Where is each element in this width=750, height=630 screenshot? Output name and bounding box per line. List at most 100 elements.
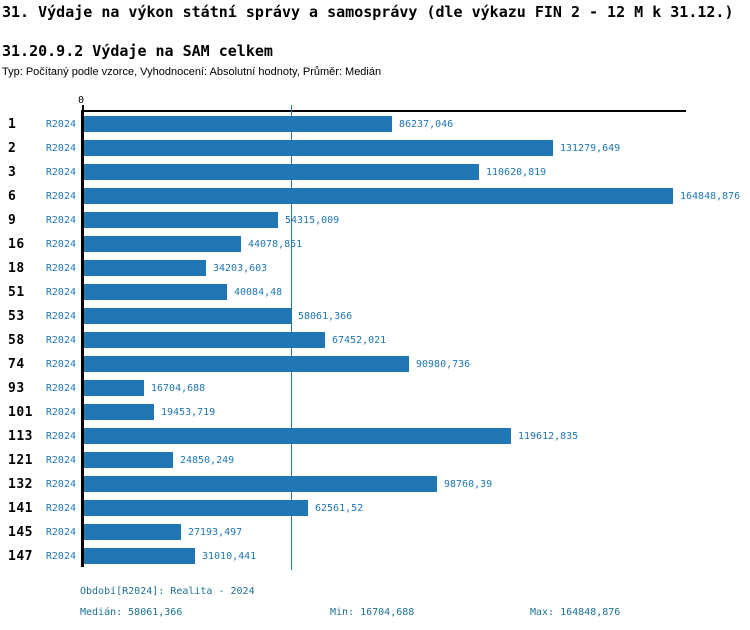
bar [84, 116, 392, 132]
footer-period-label: Období[R2024]: Realita - 2024 [80, 586, 255, 597]
bar [84, 212, 278, 228]
bar [84, 284, 227, 300]
bar-value-label: 27193,497 [188, 527, 243, 538]
row-category-label: 6 [8, 189, 17, 204]
row-series-label: R2024 [45, 551, 76, 562]
bar-value-label: 44078,851 [248, 239, 303, 250]
bar-row: 145 R2024 27193,497 [0, 520, 750, 544]
row-series-label: R2024 [45, 119, 76, 130]
row-category-label: 18 [8, 261, 25, 276]
row-category-label: 2 [8, 141, 17, 156]
bar-row: 18 R2024 34203,603 [0, 256, 750, 280]
bar-value-label: 62561,52 [315, 503, 364, 514]
bar-value-label: 34203,603 [213, 263, 268, 274]
bar-value-label: 119612,835 [518, 431, 579, 442]
bar-value-label: 90980,736 [416, 359, 471, 370]
bar-row: 113 R2024 119612,835 [0, 424, 750, 448]
page-title: 31. Výdaje na výkon státní správy a samo… [2, 3, 734, 21]
row-series-label: R2024 [45, 383, 76, 394]
bar-row: 53 R2024 58061,366 [0, 304, 750, 328]
bar-value-label: 164848,876 [680, 191, 741, 202]
row-series-label: R2024 [45, 287, 76, 298]
bar-row: 121 R2024 24850,249 [0, 448, 750, 472]
row-series-label: R2024 [45, 239, 76, 250]
bar-value-label: 58061,366 [298, 311, 353, 322]
row-category-label: 3 [8, 165, 17, 180]
row-series-label: R2024 [45, 479, 76, 490]
bar-row: 132 R2024 98760,39 [0, 472, 750, 496]
row-series-label: R2024 [45, 503, 76, 514]
x-axis-tick-mark [82, 105, 84, 112]
bar [84, 188, 673, 204]
bar [84, 476, 437, 492]
bar [84, 164, 479, 180]
bar-value-label: 19453,719 [161, 407, 216, 418]
bar [84, 404, 154, 420]
bar-value-label: 40084,48 [234, 287, 283, 298]
bar [84, 428, 511, 444]
bar-row: 101 R2024 19453,719 [0, 400, 750, 424]
row-series-label: R2024 [45, 311, 76, 322]
row-category-label: 93 [8, 381, 25, 396]
row-series-label: R2024 [45, 455, 76, 466]
row-category-label: 121 [8, 453, 33, 468]
row-series-label: R2024 [45, 215, 76, 226]
bar [84, 140, 553, 156]
bar-value-label: 67452,021 [332, 335, 387, 346]
bar [84, 500, 308, 516]
bar-row: 58 R2024 67452,021 [0, 328, 750, 352]
row-series-label: R2024 [45, 191, 76, 202]
bar-row: 2 R2024 131279,649 [0, 136, 750, 160]
row-category-label: 132 [8, 477, 33, 492]
footer-min-label: Min: 16704,688 [330, 607, 415, 618]
y-axis-line [81, 110, 84, 567]
row-series-label: R2024 [45, 167, 76, 178]
bar-row: 74 R2024 90980,736 [0, 352, 750, 376]
row-series-label: R2024 [45, 143, 76, 154]
row-category-label: 147 [8, 549, 33, 564]
bar [84, 548, 195, 564]
bar [84, 524, 181, 540]
bar-value-label: 131279,649 [560, 143, 621, 154]
row-category-label: 145 [8, 525, 33, 540]
row-category-label: 9 [8, 213, 17, 228]
row-series-label: R2024 [45, 335, 76, 346]
bar-value-label: 16704,688 [151, 383, 206, 394]
row-category-label: 74 [8, 357, 25, 372]
bar-row: 16 R2024 44078,851 [0, 232, 750, 256]
row-series-label: R2024 [45, 431, 76, 442]
bar-row: 147 R2024 31010,441 [0, 544, 750, 568]
bar [84, 452, 173, 468]
row-series-label: R2024 [45, 407, 76, 418]
x-axis-tick-label-zero: 0 [78, 95, 85, 106]
bar-row: 6 R2024 164848,876 [0, 184, 750, 208]
bar-value-label: 24850,249 [180, 455, 235, 466]
bar-row: 93 R2024 16704,688 [0, 376, 750, 400]
bar [84, 236, 241, 252]
bar-row: 51 R2024 40084,48 [0, 280, 750, 304]
row-category-label: 101 [8, 405, 33, 420]
row-category-label: 58 [8, 333, 25, 348]
chart-meta-info: Typ: Počítaný podle vzorce, Vyhodnocení:… [2, 66, 382, 78]
bar-value-label: 31010,441 [202, 551, 257, 562]
bar-row: 1 R2024 86237,046 [0, 112, 750, 136]
row-category-label: 51 [8, 285, 25, 300]
bar-value-label: 54315,009 [285, 215, 340, 226]
bar [84, 332, 325, 348]
bar-value-label: 110620,819 [486, 167, 547, 178]
row-category-label: 1 [8, 117, 17, 132]
bar-row: 9 R2024 54315,009 [0, 208, 750, 232]
bar [84, 308, 291, 324]
bar-row: 3 R2024 110620,819 [0, 160, 750, 184]
x-axis-line [82, 110, 686, 112]
chart-subtitle: 31.20.9.2 Výdaje na SAM celkem [2, 42, 273, 60]
row-series-label: R2024 [45, 527, 76, 538]
row-category-label: 16 [8, 237, 25, 252]
row-series-label: R2024 [45, 359, 76, 370]
bar [84, 356, 409, 372]
footer-max-label: Max: 164848,876 [530, 607, 621, 618]
row-category-label: 141 [8, 501, 33, 516]
bar-rows: 1 R2024 86237,046 2 R2024 131279,649 3 R… [0, 112, 750, 568]
row-category-label: 53 [8, 309, 25, 324]
